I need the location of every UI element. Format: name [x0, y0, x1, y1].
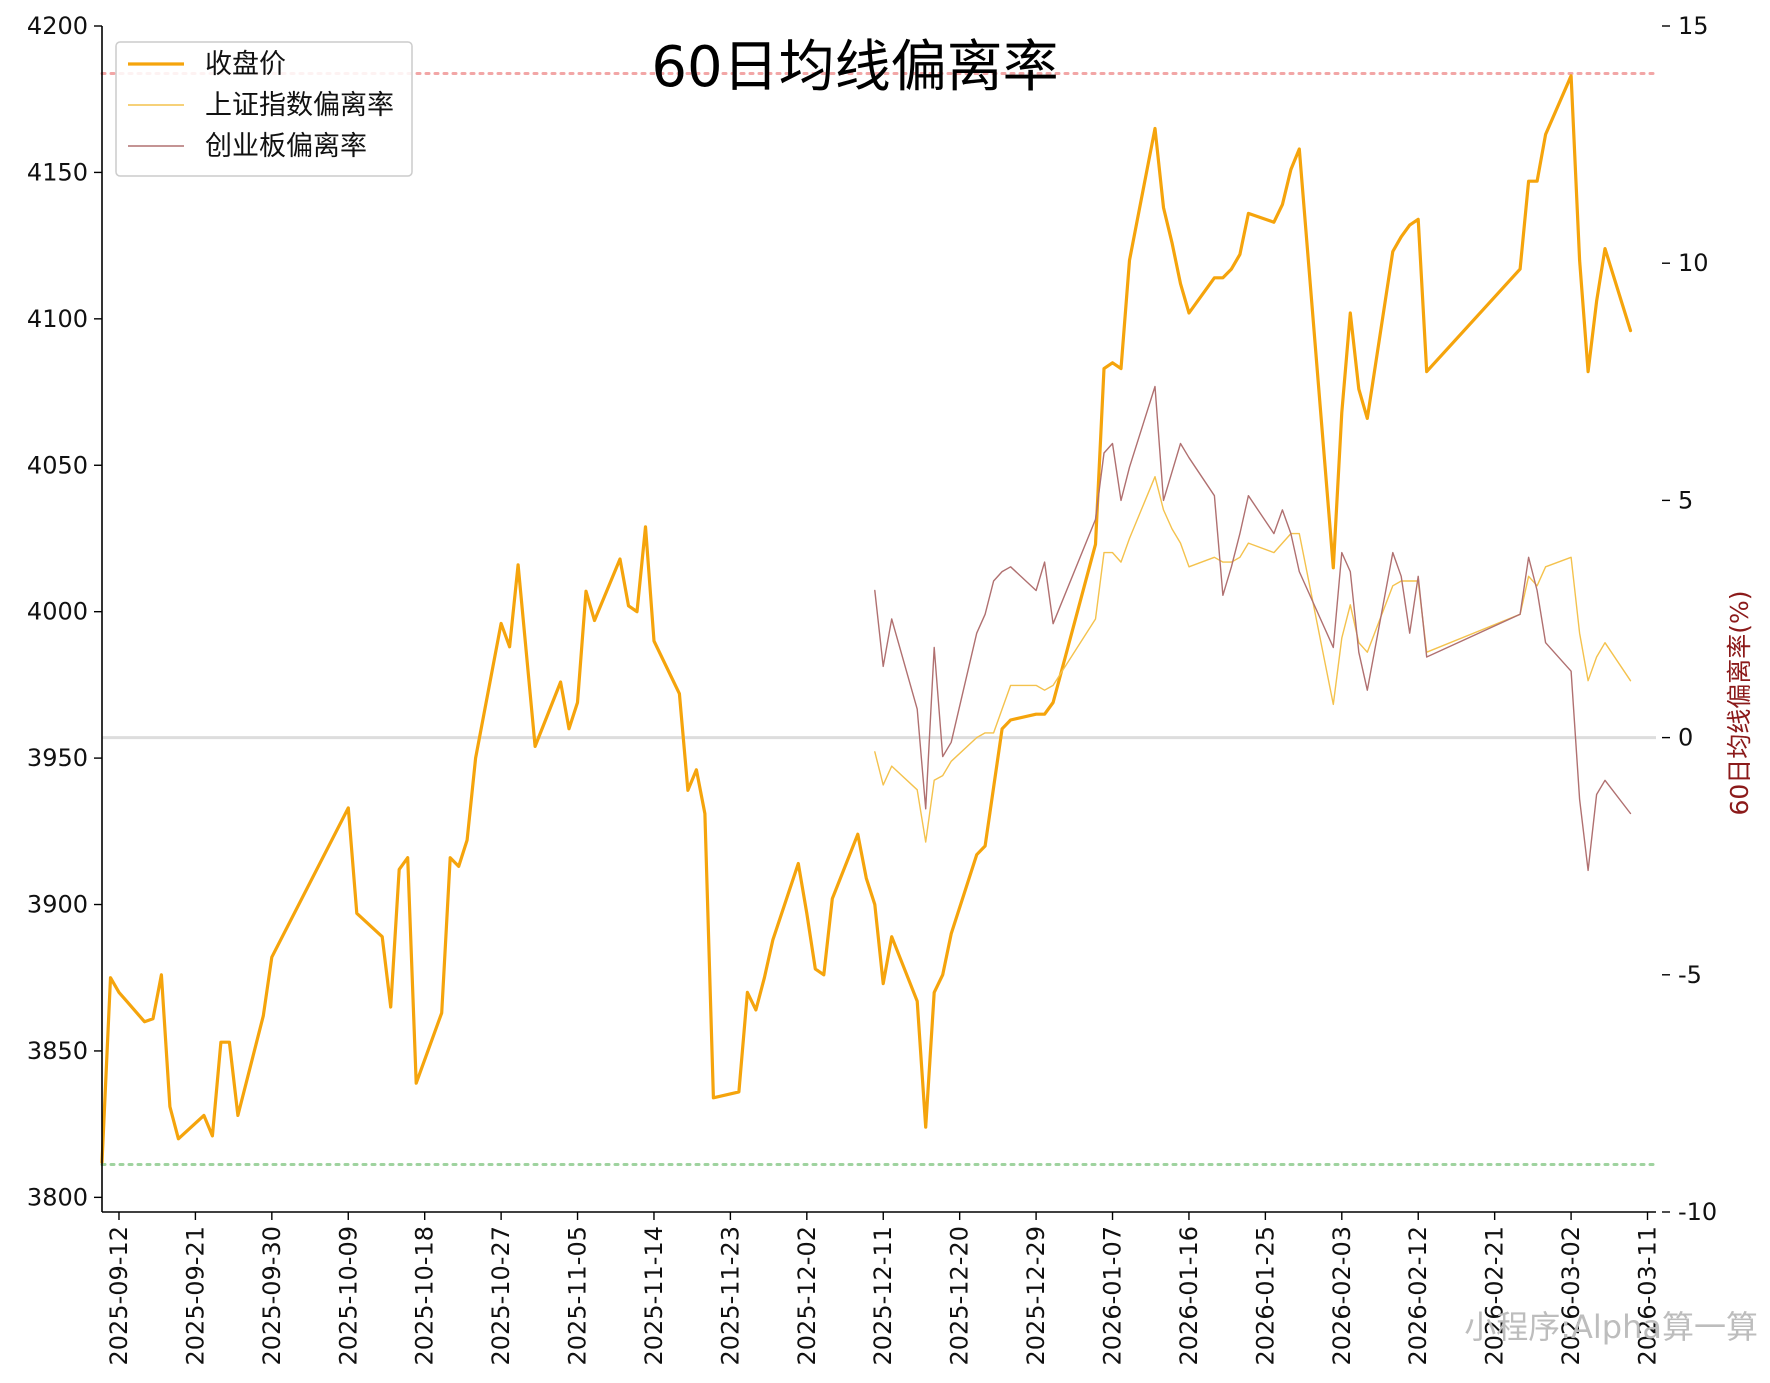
- chart-title: 60日均线偏离率: [651, 35, 1058, 100]
- x-tick-label: 2026-02-12: [1404, 1226, 1432, 1365]
- x-tick-label: 2025-09-30: [258, 1226, 286, 1365]
- series-line-2: [874, 385, 1632, 872]
- left-tick-label: 4100: [27, 305, 88, 333]
- right-axis-label: 60日均线偏离率(%): [1725, 590, 1754, 815]
- x-tick-label: 2026-03-11: [1634, 1226, 1662, 1365]
- watermark: 小程序:Alpha算一算: [1464, 1308, 1758, 1346]
- x-tick-label: 2025-12-02: [793, 1226, 821, 1365]
- left-tick-label: 3850: [27, 1037, 88, 1065]
- left-tick-label: 3800: [27, 1183, 88, 1211]
- series-line-1: [874, 476, 1632, 843]
- left-tick-label: 4150: [27, 158, 88, 186]
- reference-lines: [100, 71, 1658, 1167]
- x-tick-label: 2025-12-29: [1022, 1226, 1050, 1365]
- x-tick-label: 2025-10-09: [334, 1226, 362, 1365]
- left-tick-label: 3900: [27, 891, 88, 919]
- axes: 3800 3850 3900 3950 4000 4050 4100 4150 4200 -10 -…: [27, 12, 1717, 1365]
- series-layer: [100, 74, 1633, 1164]
- x-tick-label: 2025-11-14: [640, 1226, 668, 1365]
- legend-box: [115, 41, 413, 177]
- left-tick-label: 4000: [27, 598, 88, 626]
- right-tick-label: 0: [1678, 724, 1693, 752]
- x-tick-label: 2025-12-20: [946, 1226, 974, 1365]
- x-tick-label: 2025-09-21: [181, 1226, 209, 1365]
- left-tick-label: 3950: [27, 744, 88, 772]
- x-tick-label: 2026-01-07: [1099, 1226, 1127, 1365]
- left-tick-label: 4200: [27, 12, 88, 40]
- legend-label-1: 上证指数偏离率: [205, 90, 394, 121]
- x-tick-label: 2025-10-18: [411, 1226, 439, 1365]
- series-line-0: [100, 74, 1633, 1164]
- x-tick-label: 2025-10-27: [487, 1226, 515, 1365]
- x-tick-label: 2025-11-23: [716, 1226, 744, 1365]
- right-tick-label: -5: [1678, 961, 1702, 989]
- right-tick-label: 15: [1678, 12, 1709, 40]
- x-tick-label: 2026-01-25: [1251, 1226, 1279, 1365]
- legend-label-0: 收盘价: [205, 49, 286, 80]
- x-tick-label: 2026-03-02: [1557, 1226, 1585, 1365]
- legend-label-2: 创业板偏离率: [205, 131, 367, 162]
- x-tick-label: 2025-12-11: [869, 1226, 897, 1365]
- left-tick-label: 4050: [27, 451, 88, 479]
- right-tick-label: 5: [1678, 486, 1693, 514]
- x-tick-label: 2026-02-21: [1481, 1226, 1509, 1365]
- x-tick-label: 2026-02-03: [1328, 1226, 1356, 1365]
- x-tick-label: 2026-01-16: [1175, 1226, 1203, 1365]
- x-tick-label: 2025-11-05: [564, 1226, 592, 1365]
- right-tick-label: 10: [1678, 249, 1709, 277]
- x-tick-label: 2025-09-12: [105, 1226, 133, 1365]
- right-tick-label: -10: [1678, 1198, 1717, 1226]
